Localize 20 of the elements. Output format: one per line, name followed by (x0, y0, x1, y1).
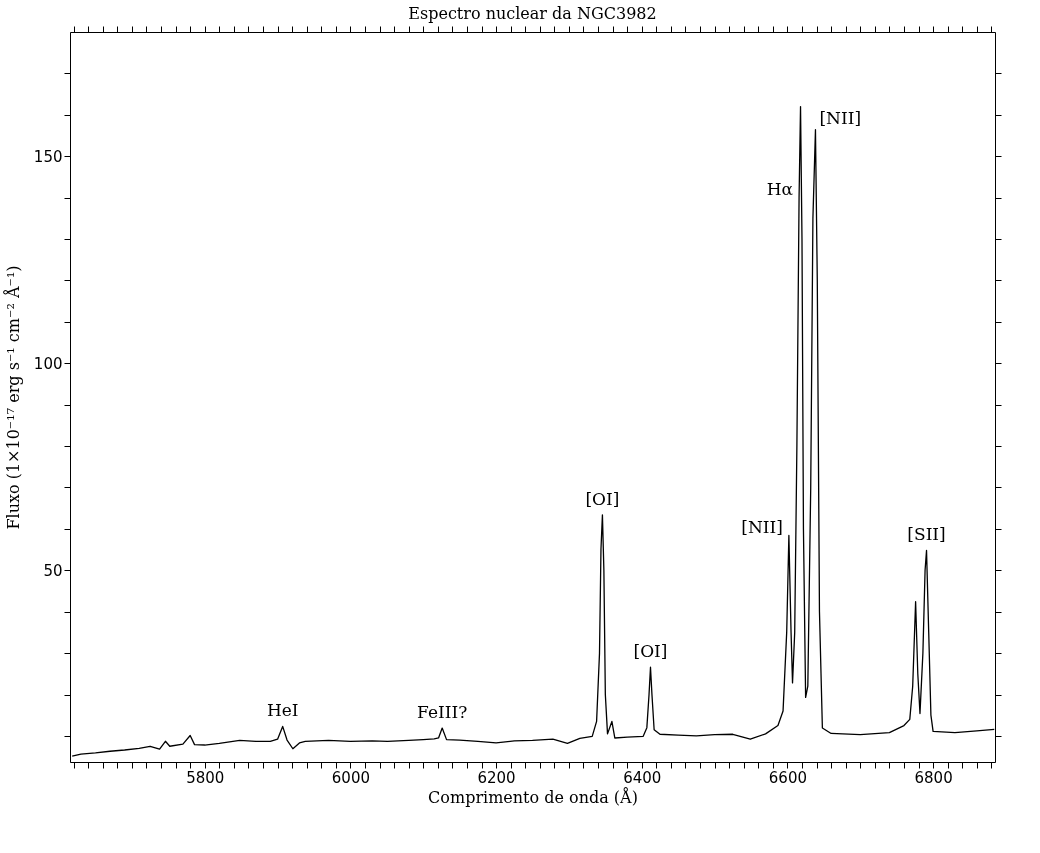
x-tick-label: 6600 (768, 768, 808, 787)
x-tick-label: 6200 (477, 768, 516, 787)
y-tick-label: 100 (33, 354, 63, 373)
annotation: Hα (766, 178, 794, 199)
chart-title: Espectro nuclear da NGC3982 (408, 3, 657, 23)
x-tick-label: 6000 (331, 768, 371, 787)
x-tick-label: 6800 (914, 768, 953, 787)
x-tick-label: 5800 (186, 768, 225, 787)
x-tick-label: 6400 (623, 768, 662, 787)
annotation: [OI] (633, 641, 668, 662)
annotation: [OI] (585, 488, 620, 509)
y-tick-label: 150 (33, 147, 63, 166)
annotation: [SII] (907, 524, 946, 545)
annotation: [NII] (741, 516, 783, 537)
annotation: FeIII? (417, 702, 468, 723)
annotation: [NII] (819, 107, 862, 128)
y-tick-label: 50 (43, 561, 63, 580)
x-axis-title: Comprimento de onda (Å) (428, 786, 638, 807)
annotation: HeI (266, 700, 299, 721)
y-axis-title: Fluxo (1×10⁻¹⁷ erg s⁻¹ cm⁻² Å⁻¹) (2, 265, 23, 530)
